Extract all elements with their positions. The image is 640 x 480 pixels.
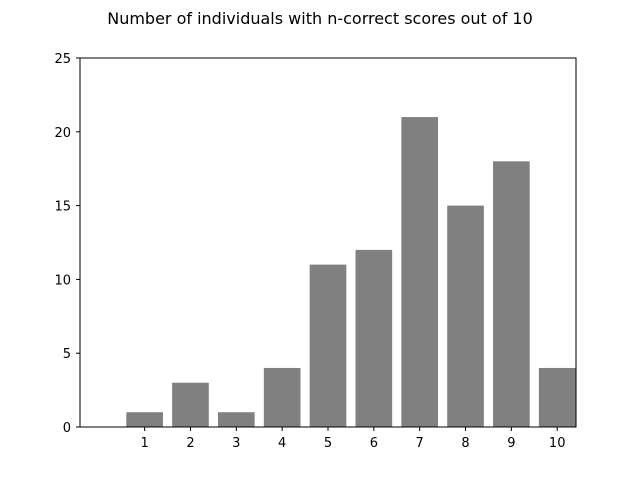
x-tick-label: 9 (507, 436, 515, 451)
bar-9 (493, 161, 530, 427)
bar-6 (355, 249, 393, 427)
x-tick-label: 1 (140, 436, 148, 451)
axes-layer: 1 2 3 4 5 6 7 8 9 10 0 5 10 15 20 25 (54, 52, 577, 451)
bar-1 (126, 412, 163, 427)
bar-7 (401, 117, 439, 427)
y-tick-label: 0 (63, 421, 71, 436)
x-tick-label: 5 (324, 436, 332, 451)
x-tick-label: 3 (232, 436, 240, 451)
x-tick-label: 10 (549, 436, 566, 451)
chart-title: Number of individuals with n-correct sco… (107, 9, 533, 28)
bar-3 (217, 412, 255, 427)
bars-layer (126, 117, 576, 427)
x-tick-label: 4 (278, 436, 286, 451)
y-tick-label: 10 (54, 273, 71, 288)
bar-4 (263, 367, 301, 427)
bar-2 (172, 382, 209, 427)
y-tick-label: 25 (54, 52, 71, 67)
bar-5 (309, 264, 347, 427)
bar-10 (538, 367, 576, 427)
x-tick-label: 2 (186, 436, 194, 451)
y-tick-label: 5 (63, 347, 71, 362)
y-tick-label: 20 (54, 126, 71, 141)
x-tick-label: 8 (461, 436, 469, 451)
y-tick-label: 15 (54, 200, 71, 215)
x-tick-label: 6 (370, 436, 378, 451)
x-tick-label: 7 (416, 436, 424, 451)
bar-8 (447, 205, 484, 427)
